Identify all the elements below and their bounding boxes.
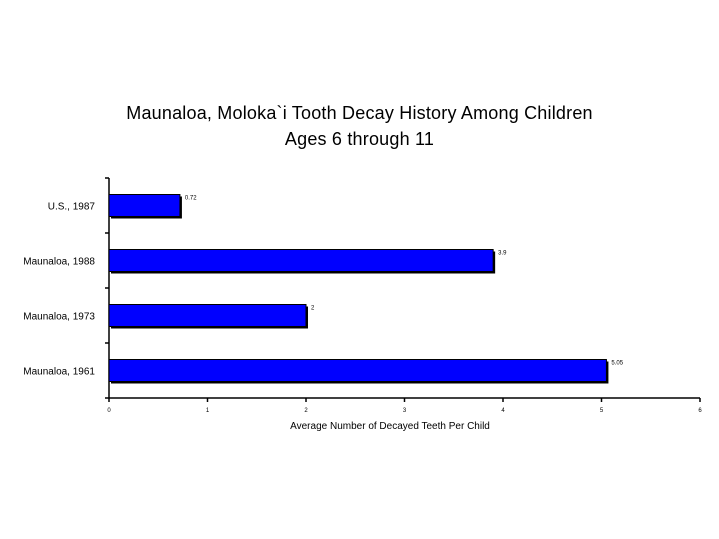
value-label-2: 2 [311, 306, 315, 312]
chart-title-line-2: Ages 6 through 11 [284, 129, 435, 149]
category-label-2: Maunaloa, 1973 [23, 312, 95, 323]
bar-0 [108, 194, 181, 217]
x-tick-label-0: 0 [107, 408, 111, 414]
bar-3 [108, 359, 607, 382]
x-tick-label-6: 6 [698, 408, 702, 414]
chart-bars [108, 194, 609, 384]
chart-labels: 0 1 2 3 4 5 6 U.S., 1987 0.72 Maunaloa, 1988 3.9 Ma… [23, 196, 702, 415]
chart-title-line-1: Maunaloa, Moloka`i Tooth Decay History A… [126, 103, 593, 123]
value-label-1: 3.9 [498, 251, 507, 257]
bar-1 [108, 249, 494, 272]
x-tick-label-4: 4 [501, 408, 505, 414]
x-tick-label-5: 5 [600, 408, 604, 414]
x-axis-label: Average Number of Decayed Teeth Per Chil… [290, 421, 490, 432]
value-label-3: 5.05 [611, 361, 623, 367]
bar-2 [108, 304, 307, 327]
category-label-0: U.S., 1987 [48, 202, 96, 213]
x-tick-label-3: 3 [403, 408, 407, 414]
chart-title: Maunaloa, Moloka`i Tooth Decay History A… [0, 100, 719, 152]
x-tick-label-2: 2 [304, 408, 308, 414]
x-tick-label-1: 1 [206, 408, 210, 414]
value-label-0: 0.72 [185, 196, 197, 202]
category-label-1: Maunaloa, 1988 [23, 257, 95, 268]
category-label-3: Maunaloa, 1961 [23, 367, 95, 378]
